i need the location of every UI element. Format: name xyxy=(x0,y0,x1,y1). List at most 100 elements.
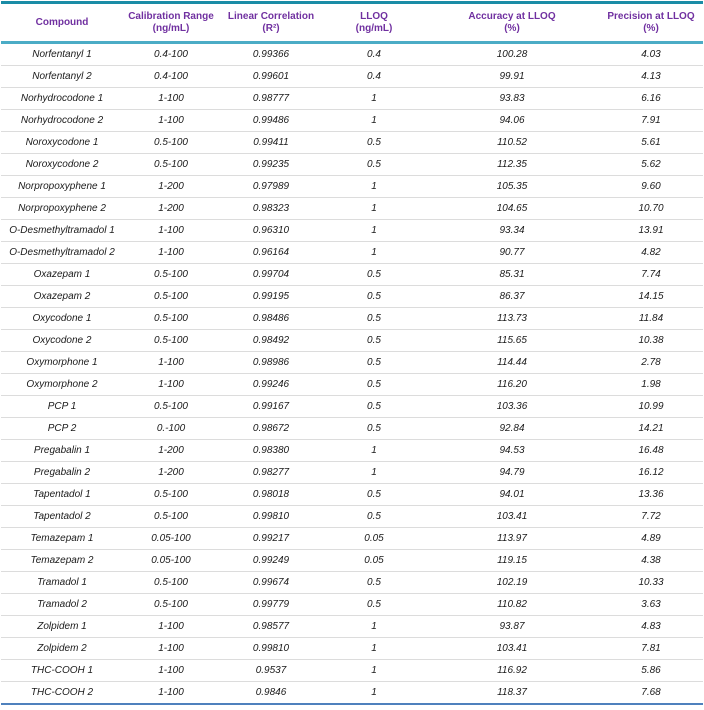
cell-precision-at-lloq: 7.81 xyxy=(599,637,703,660)
table-row: O-Desmethyltramadol 1 1-100 0.96310 1 93.34 1… xyxy=(1,219,703,242)
cell-accuracy-at-lloq: 116.92 xyxy=(425,659,599,682)
table-row: Oxymorphone 1 1-100 0.98986 0.5 114.44 2.78 xyxy=(1,351,703,374)
cell-precision-at-lloq: 7.72 xyxy=(599,505,703,528)
cell-compound: Pregabalin 1 xyxy=(1,439,123,462)
cell-precision-at-lloq: 16.12 xyxy=(599,461,703,484)
column-header-line: Precision at LLOQ xyxy=(607,10,695,22)
table-row: THC-COOH 2 1-100 0.9846 1 118.37 7.68 xyxy=(1,681,703,705)
cell-compound: Zolpidem 1 xyxy=(1,615,123,638)
cell-precision-at-lloq: 6.16 xyxy=(599,87,703,110)
cell-compound: THC-COOH 1 xyxy=(1,659,123,682)
table-row: Tramadol 1 0.5-100 0.99674 0.5 102.19 10.33 xyxy=(1,571,703,594)
cell-compound: PCP 2 xyxy=(1,417,123,440)
cell-linear-correlation: 0.9537 xyxy=(219,659,323,682)
cell-calibration-range: 1-100 xyxy=(123,241,219,264)
cell-linear-correlation: 0.99195 xyxy=(219,285,323,308)
cell-precision-at-lloq: 4.13 xyxy=(599,65,703,88)
cell-lloq: 1 xyxy=(323,637,425,660)
table-row: PCP 1 0.5-100 0.99167 0.5 103.36 10.99 xyxy=(1,395,703,418)
table-row: Temazepam 2 0.05-100 0.99249 0.05 119.15 4.38 xyxy=(1,549,703,572)
cell-compound: Tapentadol 1 xyxy=(1,483,123,506)
cell-calibration-range: 0.5-100 xyxy=(123,263,219,286)
cell-linear-correlation: 0.98486 xyxy=(219,307,323,330)
cell-accuracy-at-lloq: 94.01 xyxy=(425,483,599,506)
cell-calibration-range: 0.4-100 xyxy=(123,65,219,88)
cell-accuracy-at-lloq: 103.41 xyxy=(425,637,599,660)
table-row: Norpropoxyphene 2 1-200 0.98323 1 104.65 10.7… xyxy=(1,197,703,220)
cell-lloq: 0.5 xyxy=(323,373,425,396)
cell-accuracy-at-lloq: 113.97 xyxy=(425,527,599,550)
cell-compound: Temazepam 1 xyxy=(1,527,123,550)
cell-precision-at-lloq: 3.63 xyxy=(599,593,703,616)
cell-calibration-range: 0.5-100 xyxy=(123,483,219,506)
cell-lloq: 1 xyxy=(323,439,425,462)
table-header: Compound Calibration Range (ng/mL) Linear C… xyxy=(1,2,703,44)
cell-precision-at-lloq: 10.33 xyxy=(599,571,703,594)
cell-linear-correlation: 0.99235 xyxy=(219,153,323,176)
header-row: Compound Calibration Range (ng/mL) Linear C… xyxy=(1,2,703,44)
cell-accuracy-at-lloq: 102.19 xyxy=(425,571,599,594)
cell-precision-at-lloq: 2.78 xyxy=(599,351,703,374)
cell-precision-at-lloq: 5.61 xyxy=(599,131,703,154)
cell-precision-at-lloq: 13.36 xyxy=(599,483,703,506)
cell-calibration-range: 1-100 xyxy=(123,351,219,374)
cell-precision-at-lloq: 1.98 xyxy=(599,373,703,396)
cell-compound: Norhydrocodone 2 xyxy=(1,109,123,132)
cell-lloq: 0.5 xyxy=(323,417,425,440)
column-header-line: LLOQ xyxy=(360,10,388,22)
cell-lloq: 1 xyxy=(323,175,425,198)
cell-lloq: 0.5 xyxy=(323,263,425,286)
cell-calibration-range: 0.5-100 xyxy=(123,395,219,418)
cell-precision-at-lloq: 5.62 xyxy=(599,153,703,176)
cell-precision-at-lloq: 4.89 xyxy=(599,527,703,550)
cell-linear-correlation: 0.96164 xyxy=(219,241,323,264)
cell-linear-correlation: 0.99167 xyxy=(219,395,323,418)
table-row: Pregabalin 1 1-200 0.98380 1 94.53 16.48 xyxy=(1,439,703,462)
cell-accuracy-at-lloq: 116.20 xyxy=(425,373,599,396)
cell-compound: Norfentanyl 1 xyxy=(1,42,123,66)
column-header-compound: Compound xyxy=(1,2,123,44)
cell-accuracy-at-lloq: 90.77 xyxy=(425,241,599,264)
column-header-linear-correlation: Linear Correlation (R²) xyxy=(219,2,323,44)
table-row: O-Desmethyltramadol 2 1-100 0.96164 1 90.77 4… xyxy=(1,241,703,264)
cell-lloq: 0.5 xyxy=(323,571,425,594)
cell-lloq: 0.05 xyxy=(323,527,425,550)
cell-calibration-range: 1-100 xyxy=(123,87,219,110)
cell-lloq: 0.5 xyxy=(323,483,425,506)
cell-calibration-range: 1-200 xyxy=(123,439,219,462)
cell-linear-correlation: 0.99249 xyxy=(219,549,323,572)
cell-linear-correlation: 0.9846 xyxy=(219,681,323,705)
cell-accuracy-at-lloq: 93.87 xyxy=(425,615,599,638)
cell-calibration-range: 0.5-100 xyxy=(123,285,219,308)
cell-precision-at-lloq: 4.82 xyxy=(599,241,703,264)
cell-compound: Temazepam 2 xyxy=(1,549,123,572)
cell-compound: Zolpidem 2 xyxy=(1,637,123,660)
cell-linear-correlation: 0.99810 xyxy=(219,637,323,660)
cell-compound: Pregabalin 2 xyxy=(1,461,123,484)
cell-compound: Oxazepam 2 xyxy=(1,285,123,308)
cell-accuracy-at-lloq: 92.84 xyxy=(425,417,599,440)
table-row: Tapentadol 1 0.5-100 0.98018 0.5 94.01 13.36 xyxy=(1,483,703,506)
column-header-lloq: LLOQ (ng/mL) xyxy=(323,2,425,44)
cell-accuracy-at-lloq: 105.35 xyxy=(425,175,599,198)
cell-lloq: 0.5 xyxy=(323,131,425,154)
cell-accuracy-at-lloq: 119.15 xyxy=(425,549,599,572)
cell-calibration-range: 1-100 xyxy=(123,373,219,396)
cell-lloq: 1 xyxy=(323,681,425,705)
cell-linear-correlation: 0.98672 xyxy=(219,417,323,440)
cell-compound: Norpropoxyphene 1 xyxy=(1,175,123,198)
cell-accuracy-at-lloq: 94.79 xyxy=(425,461,599,484)
cell-linear-correlation: 0.97989 xyxy=(219,175,323,198)
cell-linear-correlation: 0.98323 xyxy=(219,197,323,220)
cell-lloq: 1 xyxy=(323,87,425,110)
cell-compound: Norpropoxyphene 2 xyxy=(1,197,123,220)
cell-calibration-range: 0.5-100 xyxy=(123,593,219,616)
column-header-line: (ng/mL) xyxy=(152,22,190,34)
cell-accuracy-at-lloq: 94.06 xyxy=(425,109,599,132)
table-row: Tramadol 2 0.5-100 0.99779 0.5 110.82 3.63 xyxy=(1,593,703,616)
cell-linear-correlation: 0.99366 xyxy=(219,42,323,66)
cell-compound: Oxymorphone 2 xyxy=(1,373,123,396)
cell-calibration-range: 1-200 xyxy=(123,197,219,220)
cell-precision-at-lloq: 4.83 xyxy=(599,615,703,638)
cell-calibration-range: 1-100 xyxy=(123,109,219,132)
